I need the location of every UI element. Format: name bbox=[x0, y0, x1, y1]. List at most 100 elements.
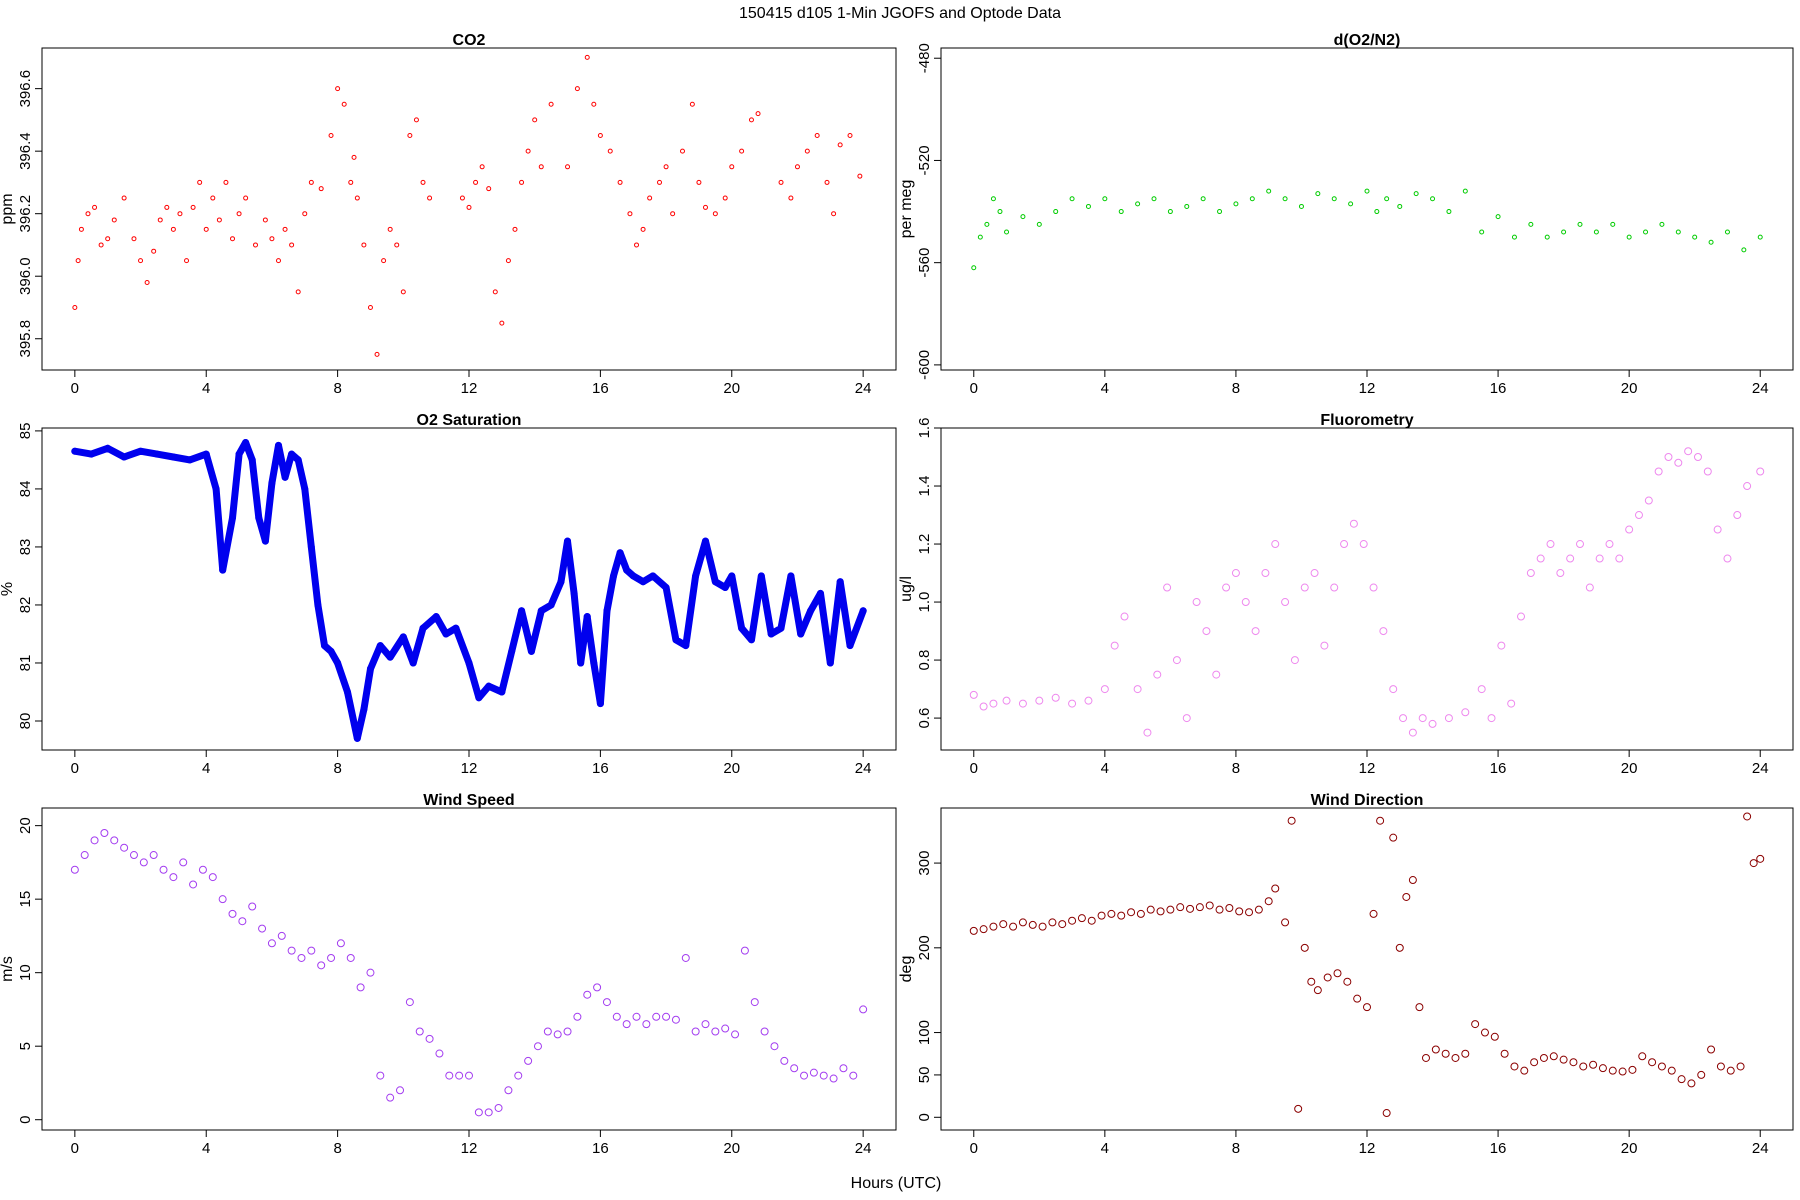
data-point-do2n2 bbox=[1757, 234, 1763, 240]
data-point-fluor bbox=[1615, 554, 1624, 563]
data-point-fluor bbox=[1389, 685, 1398, 694]
data-point-do2n2 bbox=[990, 196, 996, 202]
x-tick-label-fluor: 20 bbox=[1621, 760, 1638, 777]
data-point-fluor bbox=[1399, 714, 1408, 723]
data-point-wdir bbox=[1569, 1058, 1578, 1067]
data-point-o2sat bbox=[255, 514, 263, 522]
data-point-wdir bbox=[1254, 905, 1263, 914]
x-tick-label-wspd: 16 bbox=[592, 1140, 609, 1157]
data-point-fluor bbox=[1051, 693, 1060, 702]
data-point-o2sat bbox=[859, 607, 867, 615]
data-point-wspd bbox=[386, 1093, 395, 1102]
data-point-co2 bbox=[394, 242, 400, 248]
data-point-do2n2 bbox=[1151, 196, 1157, 202]
data-point-wspd bbox=[701, 1020, 710, 1029]
data-point-wdir bbox=[1235, 907, 1244, 916]
data-point-co2 bbox=[374, 351, 380, 357]
data-point-co2 bbox=[814, 133, 820, 139]
y-axis-label-do2n2: per meg bbox=[898, 180, 915, 239]
data-point-o2sat bbox=[320, 642, 328, 650]
data-point-do2n2 bbox=[1036, 221, 1042, 227]
data-point-wdir bbox=[1707, 1045, 1716, 1054]
series-o2sat bbox=[71, 439, 867, 742]
data-point-o2sat bbox=[816, 589, 824, 597]
data-point-do2n2 bbox=[984, 221, 990, 227]
data-point-wspd bbox=[100, 828, 109, 837]
data-point-wdir bbox=[1608, 1066, 1617, 1075]
data-point-do2n2 bbox=[1577, 221, 1583, 227]
data-point-o2sat bbox=[826, 659, 834, 667]
data-point-wdir bbox=[1500, 1049, 1509, 1058]
data-point-wdir bbox=[1539, 1053, 1548, 1062]
data-point-wspd bbox=[70, 865, 79, 874]
chart-title-wdir: Wind Direction bbox=[1311, 792, 1424, 809]
data-point-wspd bbox=[366, 968, 375, 977]
data-point-wspd bbox=[602, 998, 611, 1007]
data-point-co2 bbox=[85, 211, 91, 217]
data-point-wspd bbox=[218, 895, 227, 904]
data-point-wspd bbox=[711, 1027, 720, 1036]
chart-title-co2: CO2 bbox=[453, 32, 486, 49]
data-point-fluor bbox=[1756, 467, 1765, 476]
data-point-co2 bbox=[640, 226, 646, 232]
data-point-co2 bbox=[367, 304, 373, 310]
data-point-fluor bbox=[1320, 641, 1329, 650]
data-point-co2 bbox=[230, 236, 236, 242]
data-point-wspd bbox=[790, 1064, 799, 1073]
data-point-wspd bbox=[691, 1027, 700, 1036]
data-point-o2sat bbox=[577, 659, 585, 667]
data-point-wdir bbox=[1048, 918, 1057, 927]
data-point-fluor bbox=[1271, 540, 1280, 549]
y-tick-label-wspd: 10 bbox=[17, 964, 34, 981]
data-point-co2 bbox=[427, 195, 433, 201]
data-point-wdir bbox=[989, 922, 998, 931]
data-point-co2 bbox=[680, 148, 685, 154]
data-point-co2 bbox=[538, 164, 544, 170]
data-point-o2sat bbox=[807, 607, 815, 615]
data-point-wdir bbox=[1166, 905, 1175, 914]
data-point-o2sat bbox=[767, 630, 775, 638]
data-point-do2n2 bbox=[1282, 196, 1288, 202]
x-tick-label-o2sat: 24 bbox=[855, 760, 872, 777]
data-point-o2sat bbox=[596, 700, 604, 708]
data-point-do2n2 bbox=[1167, 209, 1173, 215]
data-point-wspd bbox=[179, 858, 188, 867]
data-point-do2n2 bbox=[1384, 196, 1390, 202]
x-tick-label-co2: 20 bbox=[723, 380, 740, 397]
data-point-co2 bbox=[824, 179, 830, 185]
x-tick-label-fluor: 8 bbox=[1232, 760, 1240, 777]
x-tick-label-co2: 0 bbox=[71, 380, 79, 397]
data-point-co2 bbox=[689, 101, 695, 107]
data-point-fluor bbox=[1733, 511, 1742, 520]
x-tick-label-wspd: 20 bbox=[723, 1140, 740, 1157]
data-point-o2sat bbox=[261, 537, 269, 545]
data-point-wdir bbox=[1697, 1070, 1706, 1079]
panel-o2sat: O2 Saturation% 0 4 8 12 16 20 24 80 81 82 83 84 85 bbox=[0, 412, 897, 777]
data-point-do2n2 bbox=[1135, 201, 1141, 207]
data-point-co2 bbox=[486, 186, 492, 192]
data-point-o2sat bbox=[777, 624, 785, 632]
data-point-wdir bbox=[1058, 920, 1067, 929]
data-point-wspd bbox=[760, 1027, 769, 1036]
data-point-fluor bbox=[1349, 519, 1358, 528]
data-point-fluor bbox=[1664, 453, 1673, 462]
data-point-co2 bbox=[755, 111, 761, 117]
x-tick-label-wdir: 16 bbox=[1490, 1140, 1507, 1157]
x-tick-label-wdir: 20 bbox=[1621, 1140, 1638, 1157]
data-point-do2n2 bbox=[1184, 203, 1190, 209]
data-point-co2 bbox=[548, 101, 554, 107]
data-point-o2sat bbox=[797, 630, 805, 638]
data-point-wdir bbox=[1471, 1020, 1480, 1029]
data-point-fluor bbox=[969, 690, 978, 699]
data-point-fluor bbox=[1330, 583, 1339, 592]
data-point-wdir bbox=[1245, 908, 1254, 917]
x-tick-label-fluor: 4 bbox=[1101, 760, 1109, 777]
data-point-co2 bbox=[532, 117, 538, 123]
data-point-fluor bbox=[1212, 670, 1221, 679]
data-point-do2n2 bbox=[1724, 229, 1730, 235]
x-tick-label-wdir: 0 bbox=[970, 1140, 978, 1157]
data-point-wdir bbox=[1281, 918, 1290, 927]
x-tick-label-fluor: 24 bbox=[1752, 760, 1769, 777]
data-point-fluor bbox=[1713, 525, 1722, 534]
